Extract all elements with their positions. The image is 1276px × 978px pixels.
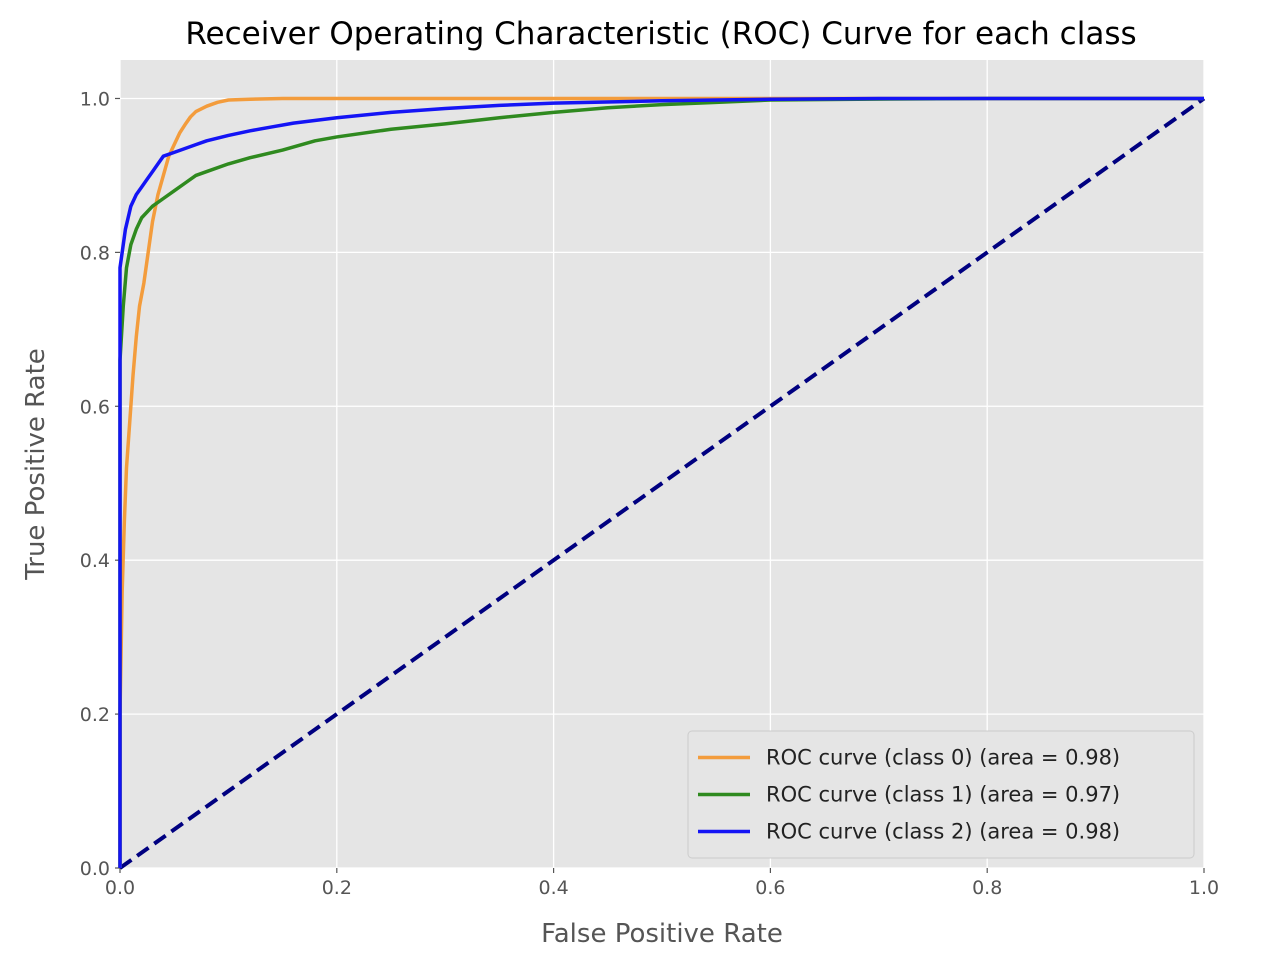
x-tick-label: 1.0	[1189, 877, 1219, 899]
x-tick-label: 0.8	[972, 877, 1002, 899]
legend-label: ROC curve (class 1) (area = 0.97)	[766, 783, 1120, 807]
y-tick-label: 0.6	[80, 396, 110, 418]
y-tick-label: 1.0	[80, 88, 110, 110]
x-tick-label: 0.2	[322, 877, 352, 899]
chance-diagonal-line	[118, 96, 1206, 870]
roc-series-line-2	[118, 96, 1204, 868]
y-axis-ticks: 0.0 0.2 0.4 0.6 0.8 1.0	[80, 88, 120, 880]
series-layer	[118, 96, 1206, 870]
legend-label: ROC curve (class 2) (area = 0.98)	[766, 820, 1120, 844]
y-tick-label: 0.4	[80, 550, 110, 572]
y-tick-label: 0.2	[80, 704, 110, 726]
legend-box	[687, 730, 1195, 859]
x-axis-label: False Positive Rate	[541, 919, 783, 949]
y-axis-label: True Positive Rate	[21, 348, 51, 581]
legend: ROC curve (class 0) (area = 0.98) ROC cur…	[687, 730, 1195, 859]
x-axis-ticks: 0.0 0.2 0.4 0.6 0.8 1.0	[105, 868, 1219, 899]
roc-series-line-1	[118, 96, 1204, 868]
legend-label: ROC curve (class 0) (area = 0.98)	[766, 746, 1120, 770]
chart-title: Receiver Operating Characteristic (ROC) …	[185, 16, 1136, 52]
x-tick-label: 0.0	[105, 877, 135, 899]
roc-series-line-0	[118, 96, 1204, 868]
x-tick-label: 0.4	[538, 877, 568, 899]
x-tick-label: 0.6	[755, 877, 785, 899]
y-tick-label: 0.0	[80, 858, 110, 880]
y-tick-label: 0.8	[80, 242, 110, 264]
grid-lines	[119, 60, 1205, 869]
